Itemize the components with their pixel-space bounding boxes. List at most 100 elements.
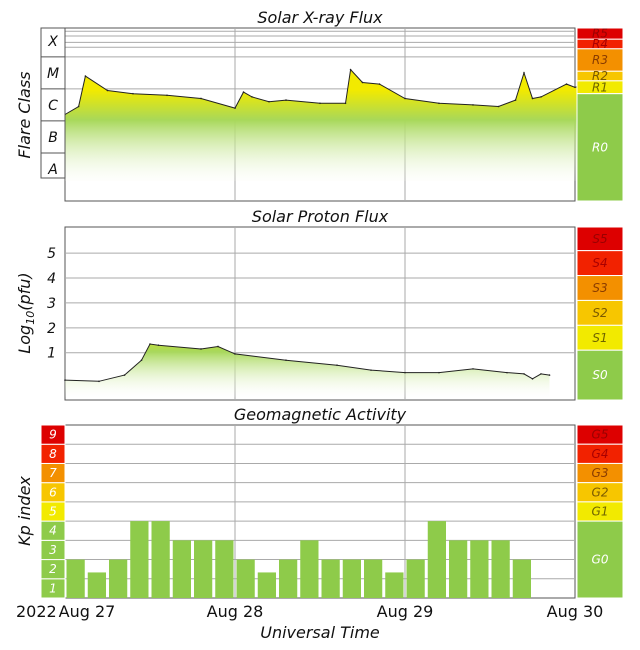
kp-bar [236,559,255,598]
x-axis-title: Universal Time [260,623,380,642]
proton-ylabel-log: Log [15,325,34,354]
scale-label-g5: G5 [592,428,609,442]
proton-tick-1: 1 [47,346,56,362]
scale-label-s2: S2 [592,306,607,320]
scale-label-r3: R3 [592,53,608,67]
proton-tick-2: 2 [47,321,56,337]
date-label: Aug 27 [59,602,116,621]
scale-label-r1: R1 [592,80,608,94]
kp-bar [66,559,85,598]
kp-tick-3: 3 [49,543,57,557]
kp-tick-5: 5 [49,505,57,519]
proton-flux-point [531,378,534,380]
kp-tick-8: 8 [49,447,57,461]
kp-bar [385,572,404,598]
xray-flux-point [242,91,245,93]
proton-flux-point [523,373,525,375]
proton-ticks: 1 2 3 4 5 [47,246,56,362]
xray-flux-point [404,97,406,100]
kp-title: Geomagnetic Activity [234,405,407,424]
class-label-m: M [47,66,59,82]
class-label-x: X [47,34,58,50]
proton-flux-point [370,369,372,371]
kp-grid [65,425,575,598]
kp-bar [300,540,319,598]
kp-bars [66,521,531,598]
scale-label-s5: S5 [592,232,607,246]
proton-ylabel-unit: (pfu) [15,272,34,310]
kp-bar [470,540,489,598]
kp-bar [279,559,298,598]
xray-flux-point [565,83,568,85]
kp-level-9 [40,424,66,445]
proton-flux-point [98,380,100,383]
kp-bar [364,559,383,598]
kp-g-scale: G5 G4 G3 G2 G1 G0 [576,424,624,599]
proton-flux-point [285,359,287,361]
proton-ylabel-sub: 10 [24,311,37,325]
proton-s-scale: S5 S4 S3 S2 S1 S0 [576,226,624,401]
xray-flux-point [200,97,202,100]
proton-series [64,343,551,397]
kp-bar [321,559,340,598]
proton-flux-point [540,373,542,375]
class-label-c: C [48,98,58,114]
proton-flux-point [438,371,440,374]
scale-label-s4: S4 [592,256,607,270]
xray-flux-point [514,99,517,101]
proton-flux-point [506,371,508,374]
xray-flux-point [574,86,576,89]
scale-level-s2 [576,299,624,326]
kp-bar [151,521,170,598]
xray-flux-point [251,96,253,98]
kp-bar [342,559,361,598]
scale-label-s1: S1 [592,331,607,345]
kp-bar [109,559,128,598]
proton-flux-point [404,371,406,374]
xray-flux-point [540,96,542,98]
kp-tick-4: 4 [49,524,57,538]
proton-flux-point [140,359,143,361]
scale-label-g3: G3 [592,466,609,480]
scale-level-s3 [576,275,624,301]
proton-flux-line [64,343,550,382]
proton-flux-point [200,348,202,350]
xray-flux-point [166,94,168,97]
proton-flux-point [548,374,551,376]
proton-flux-point [64,379,66,381]
year-label: 2022 [16,602,57,621]
proton-tick-3: 3 [47,296,56,312]
kp-bar [512,559,531,598]
xray-flux-point [132,92,134,95]
x-axis-labels: 2022 Aug 27 Aug 28 Aug 29 Aug 30 [16,602,603,621]
kp-tick-1: 1 [49,581,57,595]
proton-flux-area [65,344,550,397]
xray-title: Solar X-ray Flux [257,8,383,27]
scale-label-r2: R2 [592,69,608,83]
scale-label-g4: G4 [592,447,609,461]
proton-title: Solar Proton Flux [252,207,389,226]
kp-bar [130,521,149,598]
scale-level-r0 [576,93,624,202]
proton-flux-point [149,343,151,345]
proton-flux-point [472,368,474,370]
xray-flux-point [472,104,474,106]
class-label-b: B [48,130,58,146]
proton-ylabel: Log10(pfu) [15,272,37,353]
kp-bar [87,572,106,598]
scale-label-g0: G0 [592,553,609,567]
scale-level-g0 [576,520,624,599]
proton-flux-point [234,353,236,355]
class-label-a: A [47,162,58,178]
xray-flux-point [319,102,321,105]
date-label: Aug 28 [207,602,264,621]
xray-flux-point [285,99,287,101]
date-label: Aug 29 [377,602,434,621]
kp-tick-2: 2 [49,562,57,576]
kp-bar [427,521,446,598]
kp-bar [491,540,510,598]
scale-label-r5: R5 [592,27,608,41]
proton-grid [65,227,575,400]
proton-flux-point [157,344,160,347]
